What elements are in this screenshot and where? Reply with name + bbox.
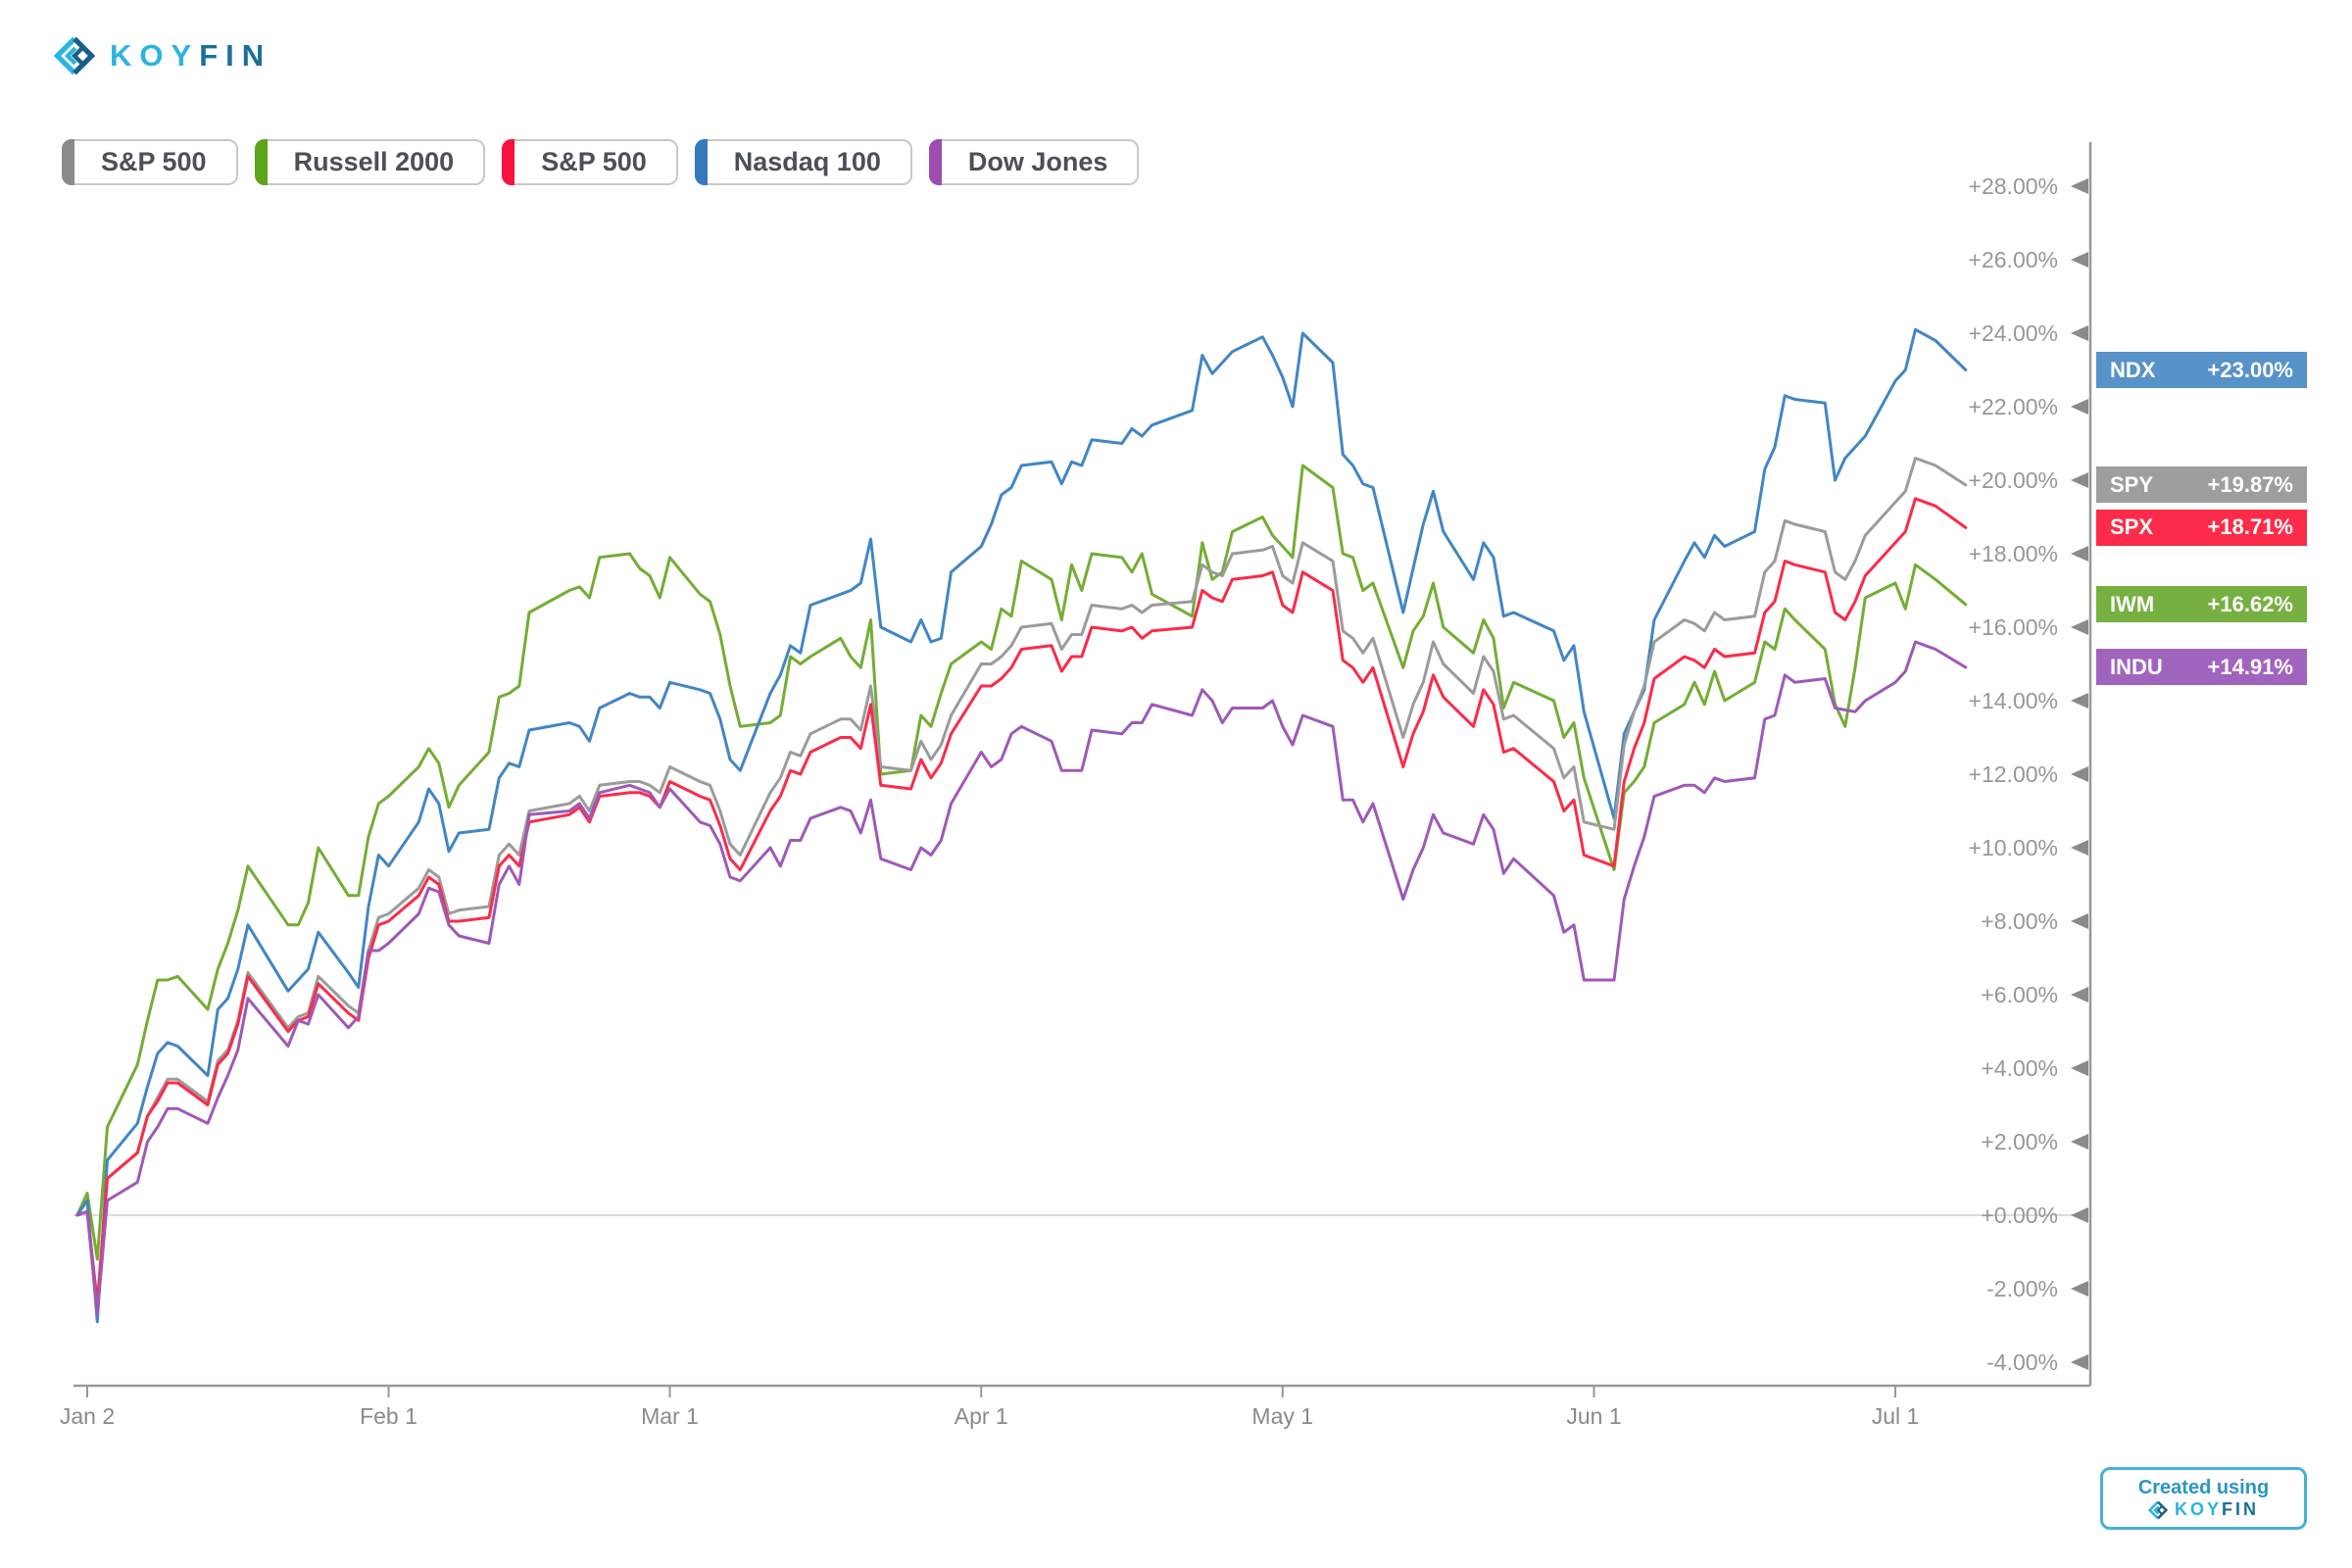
y-tick-marker [2071,766,2088,782]
koyfin-logo[interactable]: KOYFIN [54,35,271,76]
chip-label: S&P 500 [101,147,207,176]
y-tick-marker [2071,1207,2088,1223]
x-axis-label: Feb 1 [360,1403,417,1429]
badge-ticker: NDX [2110,357,2156,382]
series-line-iwm [75,464,1968,1261]
y-axis-label: +10.00% [1968,835,2058,860]
y-axis-label: +26.00% [1968,247,2058,272]
x-axis-label: Jun 1 [1566,1403,1622,1429]
badge-value: +18.71% [2207,514,2293,540]
y-axis-label: +14.00% [1968,688,2058,713]
y-axis-label: +0.00% [1981,1202,2058,1228]
badge-ticker: SPY [2110,471,2154,497]
badge-ticker: INDU [2110,654,2163,679]
created-using-koyfin-badge[interactable]: Created using KOYFIN [2100,1467,2307,1530]
chip-color-bar [502,139,515,185]
legend-chip-s-p-500[interactable]: S&P 500 [62,139,238,185]
badge-value: +19.87% [2207,471,2293,497]
legend-chip-dow-jones[interactable]: Dow Jones [928,139,1140,185]
chip-color-bar [928,139,942,185]
y-axis-label: +24.00% [1968,320,2058,346]
series-line-ndx [75,327,1968,1324]
y-axis-label: +22.00% [1968,394,2058,419]
y-axis-label: +8.00% [1981,908,2058,934]
y-tick-marker [2071,840,2088,856]
badge-value: +14.91% [2207,654,2293,679]
badge-value: +23.00% [2207,357,2293,382]
value-badge-spy: SPY +19.87% [2096,466,2307,504]
series-line-indu [75,640,1968,1316]
y-axis-label: +28.00% [1968,173,2058,199]
y-axis-label: -4.00% [1986,1349,2058,1375]
chip-color-bar [62,139,74,185]
koyfin-diamond-icon [2147,1500,2168,1519]
y-axis-label: +6.00% [1981,982,2058,1007]
chip-color-bar [694,139,708,185]
value-badge-iwm: IWM +16.62% [2096,586,2307,623]
y-axis-label: +16.00% [1968,614,2058,640]
value-badge-indu: INDU +14.91% [2096,649,2307,686]
badge-value: +16.62% [2207,591,2293,616]
x-axis-label: Mar 1 [641,1403,699,1429]
value-badge-spx: SPX +18.71% [2096,509,2307,546]
series-line-spy [75,457,1968,1305]
legend-chip-row: S&P 500 Russell 2000 S&P 500 Nasdaq 100 Dow … [62,139,1140,185]
x-axis-label: Apr 1 [954,1403,1008,1429]
y-axis-label: +18.00% [1968,541,2058,566]
y-tick-marker [2071,546,2088,562]
created-using-label: Created using [2137,1477,2270,1498]
x-axis-label: Jul 1 [1871,1403,1920,1429]
y-tick-marker [2071,987,2088,1003]
y-tick-marker [2071,693,2088,709]
y-tick-marker [2071,472,2088,488]
footer-koyfin-text: KOYFIN [2174,1499,2259,1519]
y-tick-marker [2071,178,2088,194]
koyfin-logo-text: KOYFIN [110,38,272,73]
y-tick-marker [2071,619,2088,635]
y-tick-marker [2071,913,2088,929]
legend-chip-s-p-500[interactable]: S&P 500 [502,139,678,185]
footer-koyfin-logo: KOYFIN [2147,1499,2259,1520]
chip-label: S&P 500 [541,147,647,176]
y-tick-marker [2071,1281,2088,1297]
y-axis-label: +20.00% [1968,467,2058,493]
series-line-spx [75,497,1968,1305]
chip-color-bar [254,139,268,185]
y-tick-marker [2071,1060,2088,1076]
y-axis-label: +12.00% [1968,761,2058,787]
badge-ticker: SPX [2110,514,2154,540]
chip-label: Nasdaq 100 [733,147,881,176]
chip-label: Russell 2000 [293,147,455,176]
y-axis-label: +4.00% [1981,1055,2058,1081]
y-tick-marker [2071,252,2088,268]
x-axis-label: Jan 2 [59,1403,116,1429]
badge-ticker: IWM [2110,591,2155,616]
legend-chip-nasdaq-100[interactable]: Nasdaq 100 [694,139,912,185]
y-axis-label: +2.00% [1981,1129,2058,1154]
y-tick-marker [2071,1354,2088,1370]
chip-label: Dow Jones [967,147,1108,176]
value-badge-ndx: NDX +23.00% [2096,352,2307,388]
y-tick-marker [2071,325,2088,341]
x-axis-label: May 1 [1251,1403,1314,1429]
y-axis-label: -2.00% [1986,1276,2058,1301]
legend-chip-russell-2000[interactable]: Russell 2000 [254,139,486,185]
y-tick-marker [2071,399,2088,415]
y-tick-marker [2071,1134,2088,1150]
koyfin-diamond-icon [54,36,95,75]
